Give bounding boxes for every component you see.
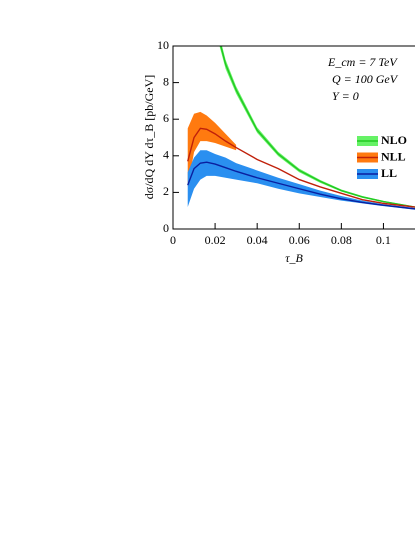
series-line (187, 161, 415, 210)
x-tick-label: 0.04 (247, 233, 268, 247)
legend-label: NLL (381, 149, 406, 163)
legend-label: LL (381, 166, 397, 180)
legend-label: NLO (381, 133, 407, 147)
y-tick-label: 6 (163, 111, 169, 125)
x-tick-label: 0.08 (331, 233, 352, 247)
y-tick-label: 10 (157, 38, 169, 52)
series-line (187, 127, 415, 208)
x-tick-label: 0.02 (205, 233, 226, 247)
series-line (220, 46, 415, 208)
plot-area (187, 46, 415, 210)
uncertainty-band (187, 111, 237, 187)
annotation: E_cm = 7 TeV (327, 55, 398, 69)
axes-frame (172, 45, 415, 230)
y-axis-label: dσ/dQ dY dτ_B [pb/GeV] (142, 75, 156, 200)
annotation: Q = 100 GeV (332, 72, 399, 86)
uncertainty-band (187, 150, 415, 210)
x-tick-label: 0 (170, 233, 176, 247)
x-tick-label: 0.06 (289, 233, 310, 247)
y-tick-label: 8 (163, 74, 169, 88)
x-tick-label: 0.1 (376, 233, 391, 247)
y-tick-label: 4 (163, 148, 169, 162)
y-tick-label: 2 (163, 184, 169, 198)
y-tick-label: 0 (163, 221, 169, 235)
annotation: Y = 0 (332, 89, 359, 103)
x-axis-label: τ_B (285, 251, 303, 265)
